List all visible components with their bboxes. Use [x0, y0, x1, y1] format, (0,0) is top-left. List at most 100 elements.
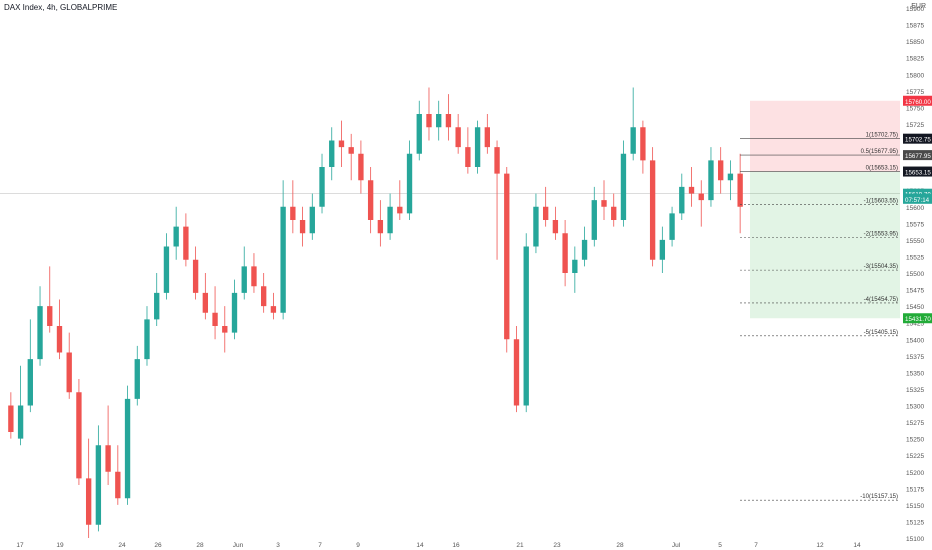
y-tick-label: 15225 [906, 453, 924, 460]
candle-body [173, 226, 179, 247]
y-tick-label: 15275 [906, 420, 924, 427]
candle-body [688, 186, 695, 194]
y-tick-label: 15600 [906, 205, 924, 212]
fib-label: 0.5(15677.95) [861, 149, 898, 155]
fib-levels: 1(15702.75) 0.5(15677.95) 0(15653.15) -1(15… [740, 133, 900, 501]
fib-label: -10(15157.15) [860, 494, 898, 500]
candle-body [105, 445, 111, 472]
price-tag [903, 166, 932, 177]
candle-body [455, 127, 461, 148]
y-tick-label: 15850 [906, 39, 924, 46]
y-tick-label: 15500 [906, 271, 924, 278]
time-axis[interactable]: 17 19 24 26 28 Jun 3 7 9 14 16 21 23 28 Jul 5 7 12 14 [16, 542, 861, 549]
y-tick-label: 15200 [906, 470, 924, 477]
fib-label: -4(15454.75) [864, 297, 898, 303]
candle-body [572, 259, 578, 273]
candle-body [377, 220, 384, 234]
price-tag-label: 15653.15 [905, 170, 931, 177]
fib-label: 1(15702.75) [866, 133, 898, 139]
candle-body [620, 153, 627, 220]
candle-body [183, 226, 189, 260]
candle-body [630, 127, 636, 154]
candle-body [299, 220, 306, 234]
y-tick-label: 15425 [906, 321, 924, 328]
candle-body [397, 206, 403, 214]
y-tick-label: 15750 [906, 105, 924, 112]
candle-body [231, 292, 238, 333]
candle-body [47, 306, 53, 326]
candle-body [659, 239, 666, 260]
y-tick-label: 15100 [906, 536, 924, 543]
x-tick-label: 7 [318, 542, 322, 549]
candle-body [290, 206, 296, 220]
y-tick-label: 15175 [906, 486, 924, 493]
candle-body [27, 359, 33, 406]
candle-body [95, 445, 102, 525]
candle-body [8, 405, 14, 432]
price-tag [903, 133, 932, 144]
candle-body [679, 186, 685, 214]
candle-body [445, 114, 452, 128]
y-tick-label: 15525 [906, 254, 924, 261]
y-tick-label: 15350 [906, 370, 924, 377]
position-zones [750, 100, 900, 319]
candle-body [465, 147, 471, 167]
x-tick-label: 28 [616, 542, 624, 549]
fib-label: -2(15553.95) [864, 231, 898, 237]
candle-body [154, 292, 160, 320]
fib-label: -1(15603.55) [864, 198, 898, 204]
x-tick-label: Jun [233, 542, 244, 549]
candle-body [270, 306, 277, 313]
x-tick-label: 12 [816, 542, 824, 549]
price-tag [903, 313, 932, 324]
y-tick-label: 15875 [906, 23, 924, 30]
candle-body [708, 160, 714, 201]
y-tick-label: 15375 [906, 354, 924, 361]
candle-body [202, 292, 209, 313]
candle-body [124, 398, 131, 499]
candles [8, 87, 743, 538]
y-tick-label: 15150 [906, 503, 924, 510]
price-tag [903, 95, 932, 106]
candle-body [319, 167, 325, 207]
candle-body [280, 206, 286, 313]
candle-body [718, 160, 724, 181]
x-tick-label: 17 [16, 542, 24, 549]
candle-body [591, 200, 597, 240]
candle-body [76, 392, 82, 479]
y-tick-label: 15250 [906, 437, 924, 444]
candle-body [241, 266, 247, 293]
x-tick-label: 26 [154, 542, 162, 549]
y-tick-label: 15575 [906, 221, 924, 228]
candle-body [649, 160, 656, 260]
candle-body [37, 306, 43, 360]
candle-body [66, 352, 72, 393]
candle-body [669, 213, 675, 240]
candle-body [513, 339, 520, 406]
candle-body [17, 405, 24, 439]
candle-body [212, 312, 218, 326]
price-tag [903, 188, 932, 199]
candle-body [436, 114, 442, 128]
candle-body [134, 359, 140, 399]
price-axis[interactable]: 15100 15125 15150 15175 15200 15225 15250 15275… [906, 6, 924, 543]
candle-body [552, 220, 559, 234]
y-tick-label: 15725 [906, 122, 924, 129]
x-tick-label: 3 [276, 542, 280, 549]
y-tick-label: 15125 [906, 519, 924, 526]
reward-zone [750, 171, 900, 319]
candle-body [367, 180, 374, 220]
candle-body [698, 193, 704, 201]
price-tags: 15760.0015702.7515677.9515653.1515619.70… [903, 95, 932, 324]
x-tick-label: 24 [118, 542, 126, 549]
x-tick-label: 28 [196, 542, 204, 549]
fib-label: -3(15504.35) [864, 264, 898, 270]
y-tick-label: 15900 [906, 6, 924, 13]
x-tick-label: 9 [356, 542, 360, 549]
x-tick-label: Jul [672, 542, 681, 549]
candle-body [542, 206, 549, 220]
candle-body [144, 319, 150, 360]
candle-body [601, 200, 607, 207]
candle-body [640, 127, 646, 161]
